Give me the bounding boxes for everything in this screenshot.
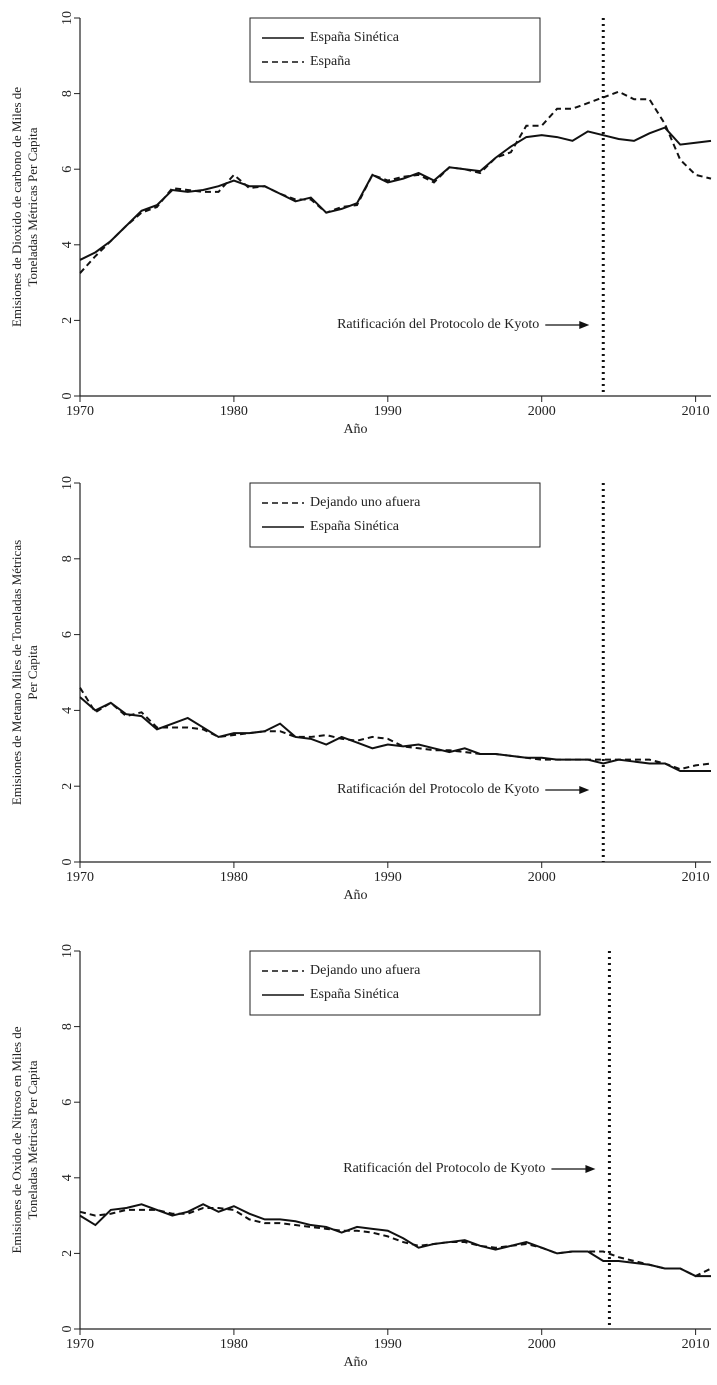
y-axis-label: Emisiones de Metano Miles de Toneladas M… (9, 540, 24, 805)
y-axis-label: Per Capita (25, 645, 40, 700)
x-tick-label: 2010 (682, 1337, 710, 1352)
x-tick-label: 2000 (528, 870, 556, 885)
y-tick-label: 4 (60, 1174, 75, 1181)
x-tick-label: 1990 (374, 870, 402, 885)
y-axis-label: Emisiones de Dioxido de carbono de Miles… (9, 87, 24, 327)
legend-box (249, 17, 541, 83)
y-axis-label: Emisiones de Oxido de Nitroso en Miles d… (9, 1026, 24, 1253)
annotation: Ratificación del Protocolo de Kyoto (343, 1161, 545, 1176)
annotation: Ratificación del Protocolo de Kyoto (337, 317, 539, 332)
series-line (79, 90, 712, 274)
x-axis-label: Año (343, 1355, 367, 1370)
y-tick-label: 6 (60, 166, 75, 173)
legend-box (249, 482, 541, 548)
x-tick-label: 2010 (682, 870, 710, 885)
x-axis-label: Año (343, 422, 367, 437)
y-tick-label: 10 (60, 11, 75, 25)
legend-label: España Sinética (310, 30, 400, 45)
x-tick-label: 1980 (220, 870, 248, 885)
x-tick-label: 2000 (528, 404, 556, 419)
legend-box (249, 950, 541, 1016)
x-tick-label: 1970 (66, 1337, 94, 1352)
x-axis-label: Año (343, 888, 367, 903)
y-tick-label: 6 (60, 631, 75, 638)
y-tick-label: 4 (60, 241, 75, 248)
y-axis-label: Toneladas Métricas Per Capita (25, 127, 40, 286)
y-tick-label: 0 (60, 393, 75, 400)
y-tick-label: 6 (60, 1099, 75, 1106)
y-tick-label: 10 (60, 476, 75, 490)
y-tick-label: 0 (60, 859, 75, 866)
x-tick-label: 1970 (66, 404, 94, 419)
arrow-head (579, 786, 590, 794)
y-tick-label: 2 (60, 317, 75, 324)
series-line (79, 696, 711, 773)
y-tick-label: 2 (60, 783, 75, 790)
legend-label: Dejando uno afuera (310, 963, 421, 978)
y-tick-label: 8 (60, 555, 75, 562)
y-tick-label: 10 (60, 944, 75, 958)
y-axis-label: Toneladas Métricas Per Capita (25, 1060, 40, 1219)
legend-label: España Sinética (310, 519, 400, 534)
series-line (79, 687, 712, 771)
series-line (79, 1207, 712, 1278)
panel: 0 2 4 6 8 10 1970 1980 1990 2000 2010 Año Emisiones … (9, 476, 712, 903)
panel: 0 2 4 6 8 10 1970 1980 1990 2000 2010 Año Emisiones … (9, 944, 712, 1370)
panel: 0 2 4 6 8 10 1970 1980 1990 2000 2010 Año Emisiones … (9, 11, 712, 437)
x-tick-label: 1990 (374, 404, 402, 419)
x-tick-label: 2000 (528, 1337, 556, 1352)
arrow-head (579, 321, 590, 329)
arrow-head (585, 1165, 596, 1173)
x-tick-label: 1980 (220, 1337, 248, 1352)
y-tick-label: 2 (60, 1250, 75, 1257)
legend-label: Dejando uno afuera (310, 495, 421, 510)
y-tick-label: 0 (60, 1326, 75, 1333)
x-tick-label: 2010 (682, 404, 710, 419)
legend-label: España Sinética (310, 987, 400, 1002)
series-line (79, 1203, 711, 1278)
series-line (79, 126, 712, 261)
x-tick-label: 1970 (66, 870, 94, 885)
y-tick-label: 8 (60, 1023, 75, 1030)
annotation: Ratificación del Protocolo de Kyoto (337, 782, 539, 797)
legend-label: España (310, 54, 351, 69)
y-tick-label: 8 (60, 90, 75, 97)
x-tick-label: 1980 (220, 404, 248, 419)
y-tick-label: 4 (60, 707, 75, 714)
x-tick-label: 1990 (374, 1337, 402, 1352)
